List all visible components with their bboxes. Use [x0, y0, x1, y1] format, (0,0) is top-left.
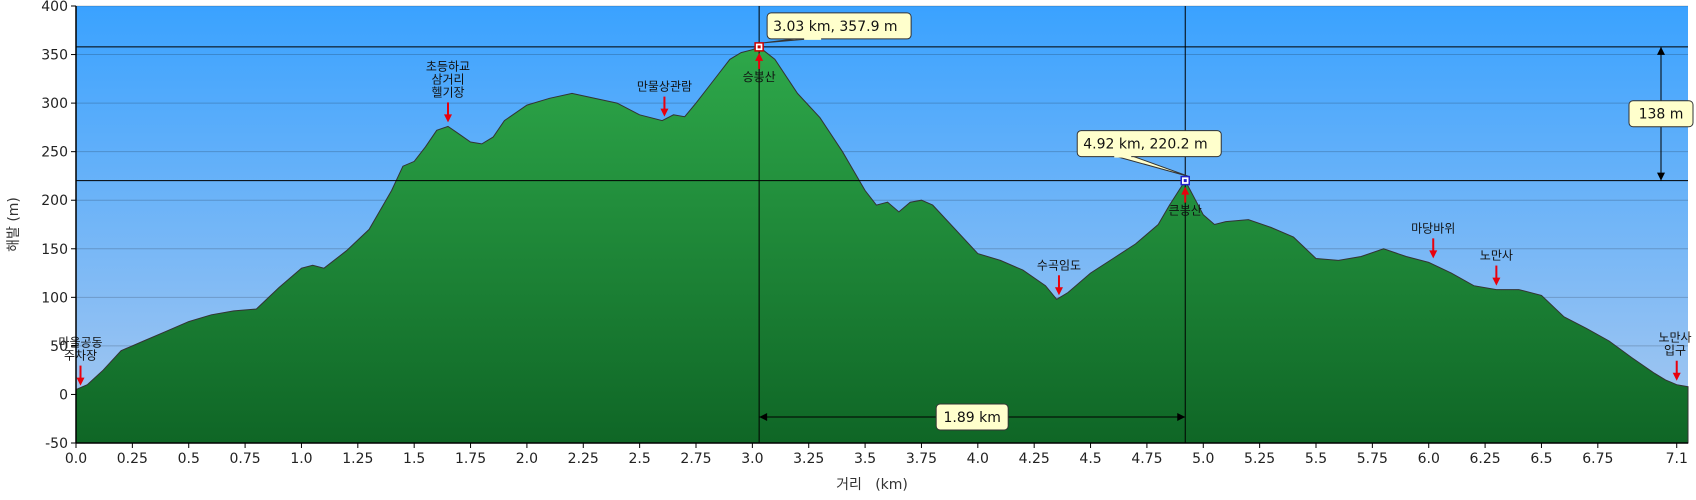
callout-box [766, 12, 912, 40]
arrow-head [759, 413, 768, 421]
x-tick-label: 5.5 [1305, 451, 1327, 467]
waypoint: 큰봉산 [1169, 186, 1202, 218]
height-diff-label: 138 m [1639, 107, 1684, 123]
y-tick-label: 200 [41, 193, 68, 209]
x-tick-label: 4.25 [1019, 451, 1050, 467]
waypoint-arrow-head [1054, 287, 1063, 296]
y-tick-label: 250 [41, 145, 68, 161]
y-tick-label: 300 [41, 96, 68, 112]
y-tick-label: -50 [45, 436, 68, 452]
marker-point-core [757, 45, 761, 49]
waypoint-label: 마을공동 [58, 336, 102, 350]
x-tick-label: 4.75 [1131, 451, 1162, 467]
x-tick-label: 6.0 [1418, 451, 1440, 467]
x-tick-label: 3.75 [906, 451, 937, 467]
waypoint: 수곡임도 [1037, 258, 1081, 296]
y-axis-title: 해발 (m) [6, 197, 22, 252]
x-tick-label: 0.5 [178, 451, 200, 467]
arrow-head [1177, 413, 1186, 421]
waypoint: 마당바위 [1411, 221, 1455, 259]
x-tick-label: 5.25 [1244, 451, 1275, 467]
waypoint-arrow-head [660, 108, 669, 117]
arrow-head [1657, 46, 1665, 55]
waypoint-arrow-head [1181, 186, 1190, 195]
callout-joint [804, 36, 822, 40]
callout-label: 4.92 km, 220.2 m [1083, 137, 1207, 153]
y-tick-label: 150 [41, 242, 68, 258]
y-tick-label: 350 [41, 48, 68, 64]
height-diff-label-box [1628, 100, 1694, 128]
axes: -50 0 50 100 150 200 250 300 350 400 0.0 0.25 0.5 0.7… [41, 0, 1688, 467]
x-tick-label: 4.0 [967, 451, 989, 467]
waypoint-label: 노만사 [1480, 249, 1513, 263]
callout-joint [1114, 154, 1132, 158]
x-tick-label: 6.5 [1530, 451, 1552, 467]
waypoint: 만물상관람 [637, 80, 692, 117]
waypoint-arrow-head [76, 377, 85, 386]
y-tick-label: 50 [50, 339, 68, 355]
waypoint-label: 초등하교 [426, 59, 470, 73]
marker-point-core [1183, 179, 1187, 183]
waypoint-arrow-head [755, 52, 764, 61]
waypoint-label: 삼거리 [431, 72, 464, 86]
x-tick-label: 5.0 [1192, 451, 1214, 467]
x-tick-label: 0.0 [65, 451, 87, 467]
marker-callouts: 3.03 km, 357.9 m 4.92 km, 220.2 m [754, 12, 1222, 186]
measurements: 1.89 km 138 m [759, 46, 1694, 431]
reference-lines [76, 6, 1688, 443]
waypoint: 노만사 [1480, 249, 1513, 286]
waypoint-label: 큰봉산 [1169, 204, 1202, 218]
x-tick-label: 3.25 [793, 451, 824, 467]
x-tick-label: 6.75 [1582, 451, 1613, 467]
x-tick-label: 6.25 [1470, 451, 1501, 467]
x-tick-label: 4.5 [1079, 451, 1101, 467]
x-tick-label: 3.5 [854, 451, 876, 467]
x-tick-label: 5.75 [1357, 451, 1388, 467]
callout-box [1076, 130, 1222, 158]
y-tick-label: 100 [41, 290, 68, 306]
waypoint-arrow-head [1429, 250, 1438, 259]
elevation-area [75, 46, 1689, 444]
waypoint-arrow-head [1492, 277, 1501, 286]
callout-label: 3.03 km, 357.9 m [773, 19, 897, 35]
x-tick-label: 1.75 [455, 451, 486, 467]
y-tick-label: 400 [41, 0, 68, 15]
waypoint-label: 승봉산 [743, 70, 776, 84]
x-tick-label: 0.75 [230, 451, 261, 467]
waypoint-label: 헬기장 [431, 85, 464, 99]
x-tick-label: 0.25 [117, 451, 148, 467]
waypoint-label: 주차장 [64, 349, 97, 363]
x-tick-label: 3.0 [741, 451, 763, 467]
x-tick-label: 1.25 [342, 451, 373, 467]
marker-callout: 3.03 km, 357.9 m [754, 12, 912, 52]
x-tick-label: 1.5 [403, 451, 425, 467]
waypoint-label: 만물상관람 [637, 80, 692, 94]
x-tick-label: 7.1 [1666, 451, 1688, 467]
waypoint-label: 노만사 [1658, 331, 1691, 345]
x-tick-label: 1.0 [290, 451, 312, 467]
waypoint-label: 입구 [1664, 344, 1686, 358]
waypoint-label: 마당바위 [1411, 221, 1455, 235]
x-tick-label: 2.0 [516, 451, 538, 467]
waypoint-label: 수곡임도 [1037, 258, 1081, 272]
waypoint-arrow-head [444, 114, 452, 123]
distance-label: 1.89 km [943, 410, 1000, 426]
waypoint: 승봉산 [743, 52, 776, 84]
distance-label-box [935, 403, 1009, 431]
x-axis-title: 거리 (km) [836, 477, 908, 493]
x-tick-label: 2.25 [568, 451, 599, 467]
marker-callout: 4.92 km, 220.2 m [1076, 130, 1222, 186]
arrow-head [1657, 172, 1665, 181]
x-tick-label: 2.75 [680, 451, 711, 467]
y-tick-label: 0 [59, 387, 68, 403]
waypoint-arrow-head [1672, 372, 1681, 381]
x-tick-label: 2.5 [629, 451, 651, 467]
